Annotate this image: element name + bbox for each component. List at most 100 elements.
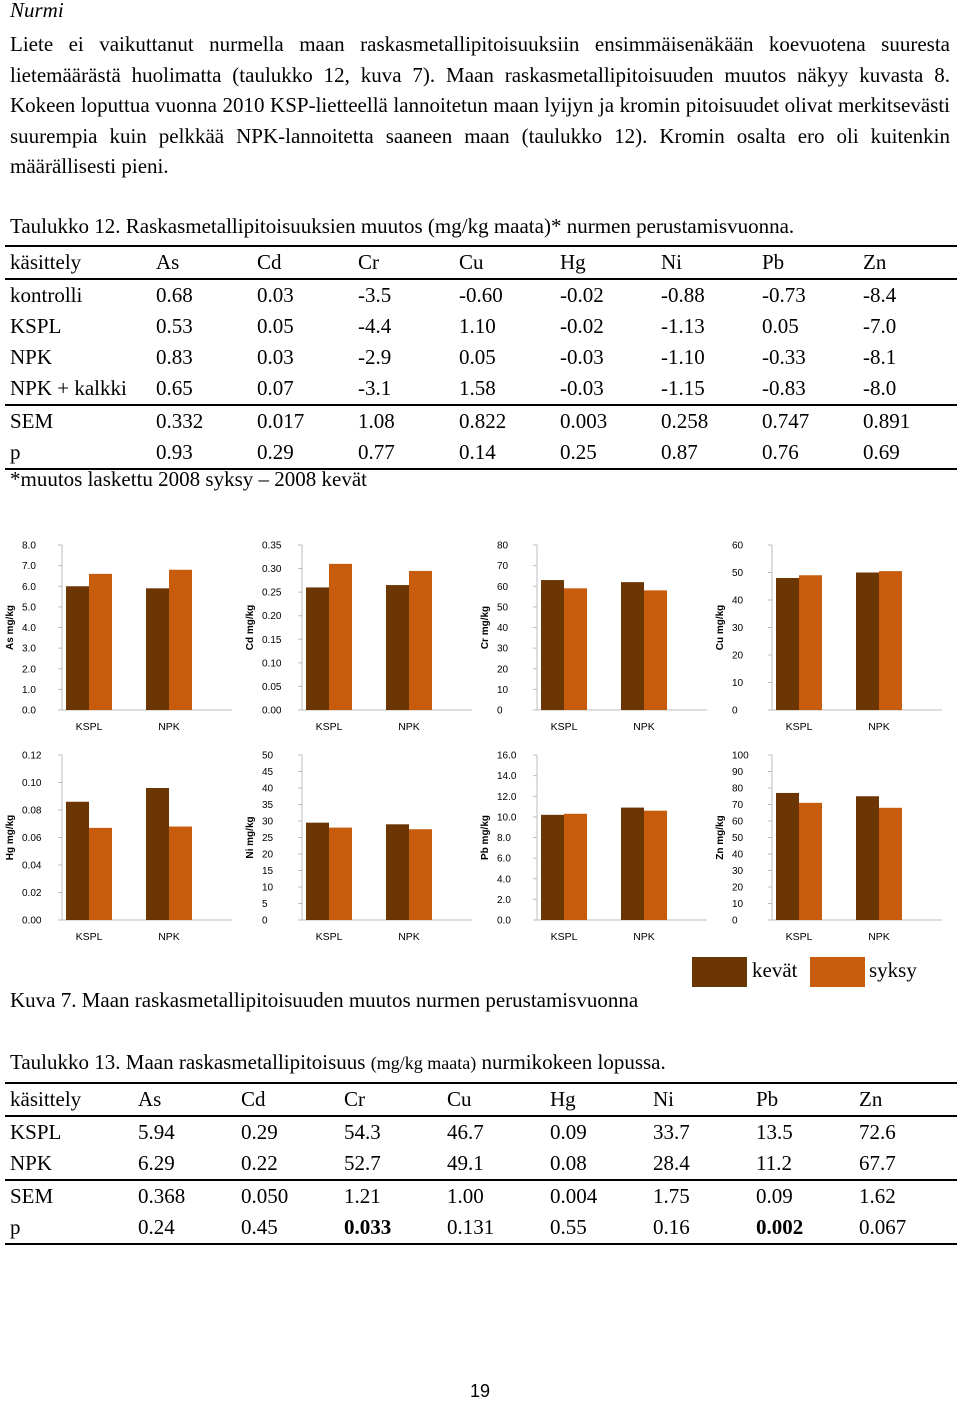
y-tick-label: 50 (497, 602, 509, 613)
table-cell: 0.83 (156, 345, 193, 369)
table-row: p 0.24 0.45 0.033 0.131 0.55 0.16 0.002 … (5, 1212, 957, 1244)
table-cell: 0.53 (156, 314, 193, 338)
header-cell: Pb (756, 1087, 779, 1111)
y-axis-label: Cd mg/kg (245, 605, 256, 651)
y-tick-label: 4.0 (22, 623, 36, 634)
y-tick-label: 14.0 (497, 771, 517, 782)
table-cell: 13.5 (756, 1120, 793, 1144)
table-cell: KSPL (10, 1120, 62, 1144)
y-tick-label: 0.0 (22, 706, 36, 717)
y-axis-label: Hg mg/kg (5, 815, 16, 861)
table-header-row: käsittely As Cd Cr Cu Hg Ni Pb Zn (5, 1083, 957, 1116)
y-tick-label: 1.0 (22, 685, 36, 696)
y-tick-label: 0.00 (262, 706, 282, 717)
chart-svg: 0 5 10 15 20 25 30 35 40 45 50 Ni mg/kg KSPL NPK (245, 751, 472, 943)
chart-svg: 0.00 0.05 0.10 0.15 0.20 0.25 0.30 0.35 Cd mg/kg… (245, 541, 472, 733)
y-tick-label: 3.0 (22, 644, 36, 655)
chart-svg: 0 10 20 30 40 50 60 Cu mg/kg KSPL NPK (715, 541, 942, 733)
y-tick-label: 10 (262, 883, 274, 894)
y-tick-label: 12.0 (497, 792, 517, 803)
table-cell: 72.6 (859, 1120, 896, 1144)
y-tick-label: 0.08 (22, 806, 42, 817)
table12-caption: Taulukko 12. Raskasmetallipitoisuuksien … (10, 214, 795, 238)
table-cell: 0.05 (459, 345, 496, 369)
x-tick-label: KSPL (316, 721, 343, 733)
y-tick-label: 80 (732, 784, 744, 795)
y-tick-label: 20 (497, 664, 509, 675)
table-cell: 1.21 (344, 1184, 381, 1208)
table-cell: -0.60 (459, 283, 503, 307)
table-cell: 0.55 (550, 1215, 587, 1239)
y-tick-label: 70 (732, 800, 744, 811)
bar-npk-syksy (644, 590, 667, 710)
table-cell: 1.62 (859, 1184, 896, 1208)
bar-kspl-kevat (541, 580, 564, 710)
bar-npk-syksy (169, 826, 192, 920)
header-cell: Cu (447, 1087, 472, 1111)
y-tick-label: 5 (262, 899, 268, 910)
y-tick-label: 40 (262, 784, 274, 795)
header-cell: Ni (653, 1087, 674, 1111)
chart-svg: 0.00 0.02 0.04 0.06 0.08 0.10 0.12 Hg mg/kg KSPL… (5, 751, 232, 943)
bar-kspl-syksy (564, 813, 587, 920)
table-cell: 5.94 (138, 1120, 175, 1144)
caption-end: nurmikokeen lopussa. (481, 1050, 666, 1074)
y-tick-label: 60 (732, 541, 744, 552)
table-cell: 1.00 (447, 1184, 484, 1208)
header-cell: Cr (358, 250, 379, 274)
bar-kspl-kevat (66, 586, 89, 710)
table-cell: 1.10 (459, 314, 496, 338)
table-cell: 0.017 (257, 409, 305, 433)
x-tick-label: NPK (398, 931, 420, 943)
table-cell: 0.09 (550, 1120, 587, 1144)
table-cell: 0.45 (241, 1215, 278, 1239)
table-cell: -1.10 (661, 345, 705, 369)
chart-svg: 0.0 1.0 2.0 3.0 4.0 5.0 6.0 7.0 8.0 As mg/kg KSPL N… (5, 541, 232, 733)
y-tick-label: 0.15 (262, 635, 282, 646)
table-cell: 0.69 (863, 440, 900, 464)
y-tick-label: 50 (732, 568, 744, 579)
y-tick-label: 0.02 (22, 888, 42, 899)
table-cell: -0.33 (762, 345, 806, 369)
bar-npk-kevat (386, 585, 409, 710)
y-tick-label: 100 (732, 751, 749, 762)
y-tick-label: 0 (497, 706, 503, 717)
y-tick-label: 0.12 (22, 751, 42, 762)
y-tick-label: 0.06 (22, 833, 42, 844)
table-cell: 0.004 (550, 1184, 598, 1208)
table-cell: SEM (10, 1184, 54, 1208)
y-tick-label: 30 (732, 623, 744, 634)
table-cell: 0.067 (859, 1215, 907, 1239)
bar-kspl-kevat (776, 578, 799, 710)
bar-kspl-kevat (306, 822, 329, 920)
body-paragraph: Liete ei vaikuttanut nurmella maan raska… (10, 29, 950, 182)
caption-main: Taulukko 13. Maan raskasmetallipitoisuus (10, 1050, 366, 1074)
bar-kspl-syksy (799, 575, 822, 710)
header-cell: As (138, 1087, 162, 1111)
table-cell: -3.1 (358, 376, 392, 400)
table-cell: -0.73 (762, 283, 806, 307)
table-cell: -0.88 (661, 283, 705, 307)
table-cell: 0.368 (138, 1184, 186, 1208)
header-cell: Cu (459, 250, 484, 274)
table-row: KSPL 5.94 0.29 54.3 46.7 0.09 33.7 13.5 … (5, 1116, 957, 1148)
table-cell: 0.747 (762, 409, 810, 433)
table-cell: NPK (10, 345, 53, 369)
chart-as: 0.0 1.0 2.0 3.0 4.0 5.0 6.0 7.0 8.0 As mg/kg KSPL N… (0, 536, 240, 746)
table-cell: 0.29 (257, 440, 294, 464)
legend-swatch-kevat (692, 957, 747, 987)
y-tick-label: 6.0 (22, 582, 36, 593)
table-cell: 0.25 (560, 440, 597, 464)
y-axis-label: As mg/kg (5, 605, 16, 650)
chart-svg: 0 10 20 30 40 50 60 70 80 90 100 Zn mg/kg KSPL NPK (715, 751, 942, 943)
table-cell: -0.03 (560, 376, 604, 400)
y-tick-label: 0.25 (262, 588, 282, 599)
table-cell: 0.76 (762, 440, 799, 464)
table-cell: 0.93 (156, 440, 193, 464)
table13-caption: Taulukko 13. Maan raskasmetallipitoisuus… (10, 1050, 666, 1075)
y-axis-label: Cr mg/kg (480, 606, 491, 649)
bar-npk-kevat (856, 572, 879, 710)
table-cell: 0.16 (653, 1215, 690, 1239)
table-cell: 0.65 (156, 376, 193, 400)
y-tick-label: 20 (732, 883, 744, 894)
